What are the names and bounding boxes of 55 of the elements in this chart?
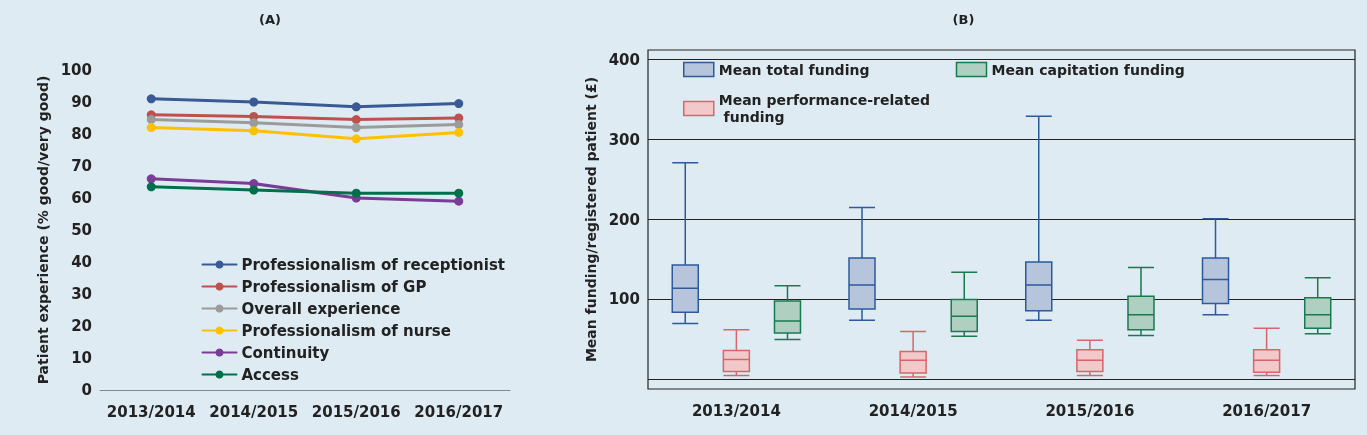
point <box>454 188 464 198</box>
chart-title: (A) <box>259 12 281 27</box>
legend-label: Professionalism of GP <box>241 277 427 296</box>
legend-label: Overall experience <box>241 299 401 318</box>
y-tick-label: 100 <box>60 61 92 79</box>
y-tick-label: 40 <box>71 253 92 271</box>
point <box>351 115 361 125</box>
y-tick-label: 60 <box>71 189 92 207</box>
legend-label: Mean performance-related funding <box>718 92 930 125</box>
legend-label: Mean capitation funding <box>991 61 1185 78</box>
y-tick-label: 400 <box>608 50 640 69</box>
y-tick-label: 90 <box>71 93 92 111</box>
point <box>351 102 361 112</box>
legend-label: Continuity <box>241 343 330 362</box>
y-axis-title: Patient experience (% good/very good) <box>34 75 51 385</box>
y-tick-label: 300 <box>608 130 640 149</box>
x-tick-label: 2013/2014 <box>106 402 196 421</box>
x-tick-label: 2014/2015 <box>209 402 299 421</box>
x-tick-label: 2016/2017 <box>1222 401 1312 420</box>
y-tick-label: 80 <box>71 125 92 143</box>
point <box>454 119 464 129</box>
y-tick-label: 10 <box>71 349 92 367</box>
y-tick-label: 50 <box>71 221 92 239</box>
y-tick-label: 200 <box>608 210 640 229</box>
point <box>146 182 156 192</box>
x-tick-label: 2016/2017 <box>414 402 504 421</box>
x-tick-label: 2015/2016 <box>1045 401 1135 420</box>
point <box>146 174 156 184</box>
y-axis-title: Mean funding/registered patient (£) <box>582 76 599 363</box>
y-tick-label: 100 <box>608 290 640 309</box>
legend-label: Professionalism of receptionist <box>241 255 506 274</box>
point <box>249 97 259 107</box>
x-tick-label: 2013/2014 <box>691 401 781 420</box>
point <box>249 118 259 128</box>
y-tick-label: 0 <box>81 381 92 399</box>
legend-label: Professionalism of nurse <box>241 321 451 340</box>
point <box>146 94 156 104</box>
point <box>454 196 464 206</box>
point <box>146 115 156 125</box>
point <box>249 126 259 136</box>
legend-label: Access <box>241 365 299 384</box>
y-tick-label: 30 <box>71 285 92 303</box>
point <box>454 127 464 137</box>
point <box>351 188 361 198</box>
point <box>454 99 464 109</box>
legend-label: Mean total funding <box>718 61 870 78</box>
point <box>351 134 361 144</box>
y-tick-label: 20 <box>71 317 92 335</box>
x-tick-label: 2014/2015 <box>868 401 958 420</box>
point <box>351 123 361 133</box>
point <box>146 123 156 133</box>
y-tick-label: 70 <box>71 157 92 175</box>
chart-title: (B) <box>952 12 975 27</box>
x-tick-label: 2015/2016 <box>311 402 401 421</box>
point <box>249 185 259 195</box>
